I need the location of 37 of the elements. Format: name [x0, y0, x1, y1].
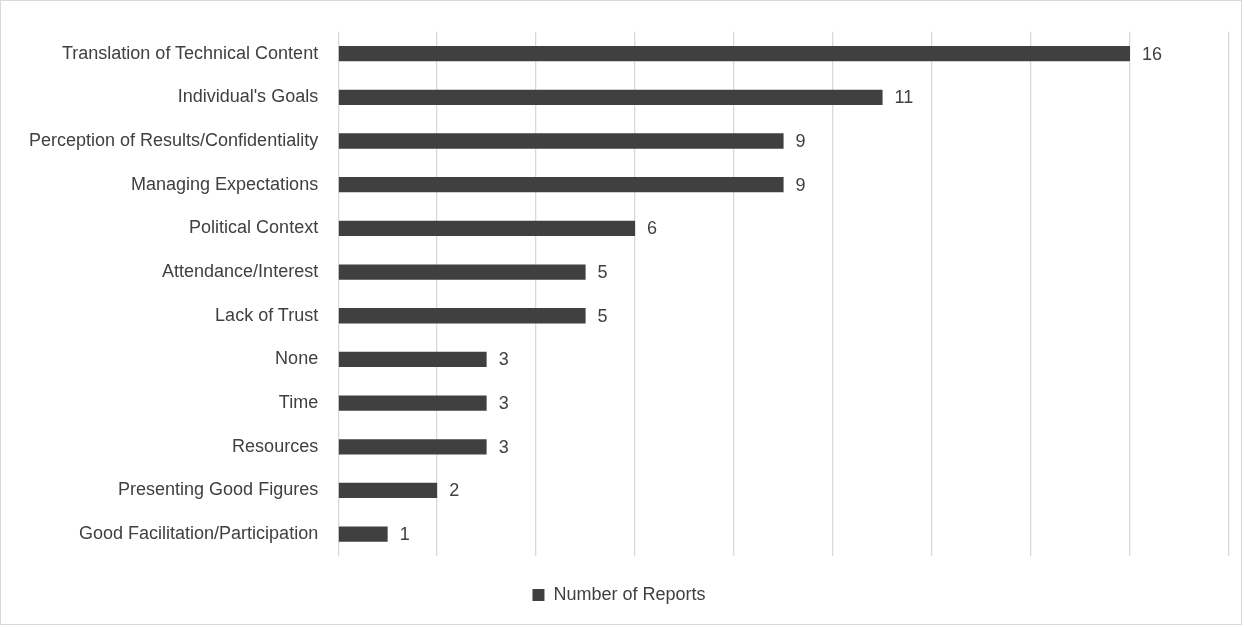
bar	[338, 351, 487, 368]
bar	[338, 482, 438, 499]
bar	[338, 46, 1131, 62]
y-tick-label: Political Context	[189, 217, 319, 238]
data-label: 3	[498, 393, 509, 414]
data-label: 5	[597, 262, 608, 283]
y-tick-label: Good Facilitation/Participation	[79, 523, 319, 544]
y-tick-label: None	[275, 348, 319, 369]
y-tick-label: Attendance/Interest	[162, 261, 319, 282]
bar	[338, 439, 487, 455]
bar	[338, 177, 784, 193]
bar	[338, 220, 636, 237]
data-label: 1	[399, 524, 410, 545]
y-tick-label: Presenting Good Figures	[118, 479, 319, 500]
y-tick-label: Perception of Results/Confidentiality	[29, 129, 319, 150]
data-label: 11	[894, 87, 914, 108]
data-label: 5	[597, 305, 608, 326]
data-label: 6	[647, 218, 658, 239]
bar	[338, 395, 487, 411]
bar	[338, 264, 586, 280]
bar	[338, 133, 784, 149]
data-label: 2	[449, 480, 460, 501]
y-tick-label: Translation of Technical Content	[62, 42, 319, 63]
y-tick-label: Resources	[232, 435, 319, 456]
y-tick-label: Managing Expectations	[131, 173, 319, 194]
bar	[338, 89, 883, 105]
data-label: 3	[498, 436, 509, 457]
y-tick-label: Time	[278, 392, 319, 413]
data-label: 9	[795, 174, 806, 195]
data-label: 9	[795, 130, 806, 151]
data-label: 3	[498, 349, 509, 370]
y-tick-label: Lack of Trust	[215, 304, 319, 325]
data-label: 16	[1142, 43, 1163, 64]
legend-label: Number of Reports	[553, 583, 706, 604]
y-tick-label: Individual's Goals	[177, 86, 319, 107]
bar	[338, 526, 388, 542]
bar	[338, 308, 586, 324]
